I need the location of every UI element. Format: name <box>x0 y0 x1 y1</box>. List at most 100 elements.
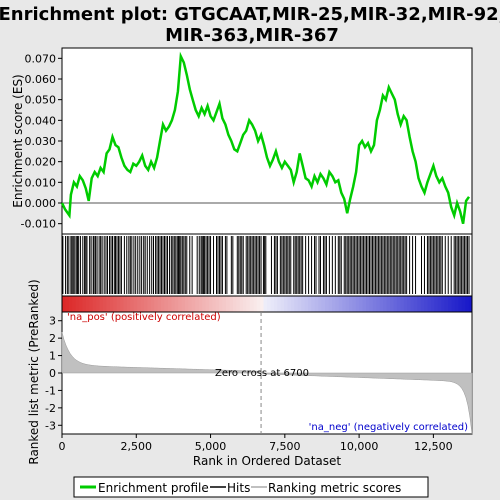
rank-color-segment <box>144 296 148 312</box>
rank-color-segment <box>465 296 470 312</box>
rank-color-segment <box>246 296 251 312</box>
rank-color-segment <box>65 296 70 312</box>
rank-color-segment <box>290 296 295 312</box>
na-pos-label: 'na_pos' (positively correlated) <box>67 312 221 323</box>
rank-color-segment <box>431 296 435 312</box>
rank-color-segment <box>123 296 128 312</box>
rank-color-segment <box>157 296 162 312</box>
rank-color-segment <box>96 296 101 312</box>
rank-color-segment <box>328 296 333 312</box>
rank-color-segment <box>232 296 237 312</box>
hits-panel-frame <box>61 233 473 297</box>
rank-color-segment <box>427 296 432 312</box>
rank-color-segment <box>366 296 370 312</box>
x-tick-label: 2,500 <box>121 440 153 453</box>
metric-y-tick-label: 0 <box>49 367 56 380</box>
rank-color-segment <box>403 296 408 312</box>
rank-color-segment <box>448 296 452 312</box>
x-tick-label: 0 <box>59 440 66 453</box>
rank-color-segment <box>461 296 466 312</box>
rank-color-segment <box>297 296 302 312</box>
rank-color-segment <box>215 296 220 312</box>
rank-color-segment <box>130 296 135 312</box>
x-tick-label: 12,500 <box>414 440 453 453</box>
rank-color-segment <box>390 296 394 312</box>
rank-color-segment <box>120 296 124 312</box>
rank-color-segment <box>229 296 234 312</box>
metric-y-axis-label: Ranked list metric (PreRanked) <box>27 279 41 464</box>
rank-color-segment <box>202 296 206 312</box>
hits-bars <box>62 236 470 294</box>
enrichment-profile-line <box>60 51 471 224</box>
rank-color-segment <box>468 296 473 312</box>
rank-color-segment <box>359 296 364 312</box>
rank-color-segment <box>150 296 155 312</box>
x-tick-label: 5,000 <box>195 440 227 453</box>
rank-color-segment <box>147 296 152 312</box>
x-axis-label: Rank in Ordered Dataset <box>193 454 341 468</box>
rank-color-segment <box>335 296 340 312</box>
rank-color-segment <box>396 296 401 312</box>
rank-color-segment <box>260 296 265 312</box>
legend-enrichment-label: Enrichment profile <box>98 481 209 495</box>
rank-color-segment <box>342 296 347 312</box>
metric-y-tick-label: -3 <box>45 419 56 432</box>
rank-color-segment <box>451 296 456 312</box>
rank-color-segment <box>181 296 186 312</box>
rank-color-segment <box>352 296 357 312</box>
rank-color-segment <box>62 296 66 312</box>
rank-color-segment <box>92 296 97 312</box>
rank-color-segment <box>72 296 77 312</box>
rank-color-segment <box>270 296 275 312</box>
rank-color-segment <box>267 296 271 312</box>
rank-color-segment <box>349 296 353 312</box>
es-y-tick-label: 0.030 <box>25 135 57 148</box>
rank-color-segment <box>99 296 104 312</box>
rank-color-segment <box>437 296 442 312</box>
x-tick-label: 10,000 <box>340 440 379 453</box>
rank-color-segment <box>137 296 142 312</box>
chart-title-line-2: MIR-363,MIR-367 <box>165 25 339 46</box>
rank-color-segment <box>420 296 425 312</box>
rank-color-segment <box>222 296 227 312</box>
rank-color-segment <box>174 296 179 312</box>
metric-y-tick-label: -1 <box>45 384 56 397</box>
rank-color-segment <box>311 296 316 312</box>
rank-color-segment <box>185 296 189 312</box>
rank-color-segment <box>256 296 261 312</box>
rank-color-segment <box>331 296 336 312</box>
rank-color-segment <box>304 296 309 312</box>
rank-color-segment <box>393 296 398 312</box>
zero-cross-label: Zero cross at 6700 <box>215 368 309 379</box>
rank-color-segment <box>287 296 292 312</box>
rank-color-segment <box>263 296 268 312</box>
rank-color-segment <box>318 296 323 312</box>
rank-color-segment <box>239 296 244 312</box>
rank-color-segment <box>75 296 80 312</box>
rank-color-segment <box>413 296 418 312</box>
rank-color-segment <box>167 296 172 312</box>
rank-color-segment <box>249 296 254 312</box>
es-y-tick-label: 0.070 <box>25 52 57 65</box>
rank-color-segment <box>205 296 210 312</box>
rank-color-segment <box>338 296 343 312</box>
x-tick-label: 7,500 <box>269 440 301 453</box>
rank-color-segment <box>195 296 200 312</box>
es-y-axis-ticks: -0.010 0.000 0.010 0.020 0.030 0.040 0.050 0.06… <box>21 52 62 231</box>
rank-color-segment <box>79 296 83 312</box>
rank-color-segment <box>314 296 319 312</box>
rank-color-segment <box>171 296 176 312</box>
rank-color-segment <box>441 296 446 312</box>
na-neg-label: 'na_neg' (negatively correlated) <box>309 422 468 433</box>
rank-color-segment <box>400 296 405 312</box>
rank-color-segment <box>85 296 90 312</box>
metric-y-tick-label: -2 <box>45 402 56 415</box>
es-y-tick-label: 0.050 <box>25 94 57 107</box>
metric-y-tick-label: 1 <box>49 350 56 363</box>
rank-color-segment <box>226 296 230 312</box>
rank-color-segment <box>369 296 374 312</box>
rank-color-segment <box>161 296 165 312</box>
x-axis-ticks: 0 2,500 5,000 7,500 10,000 12,500 <box>59 434 453 453</box>
rank-color-segment <box>82 296 87 312</box>
